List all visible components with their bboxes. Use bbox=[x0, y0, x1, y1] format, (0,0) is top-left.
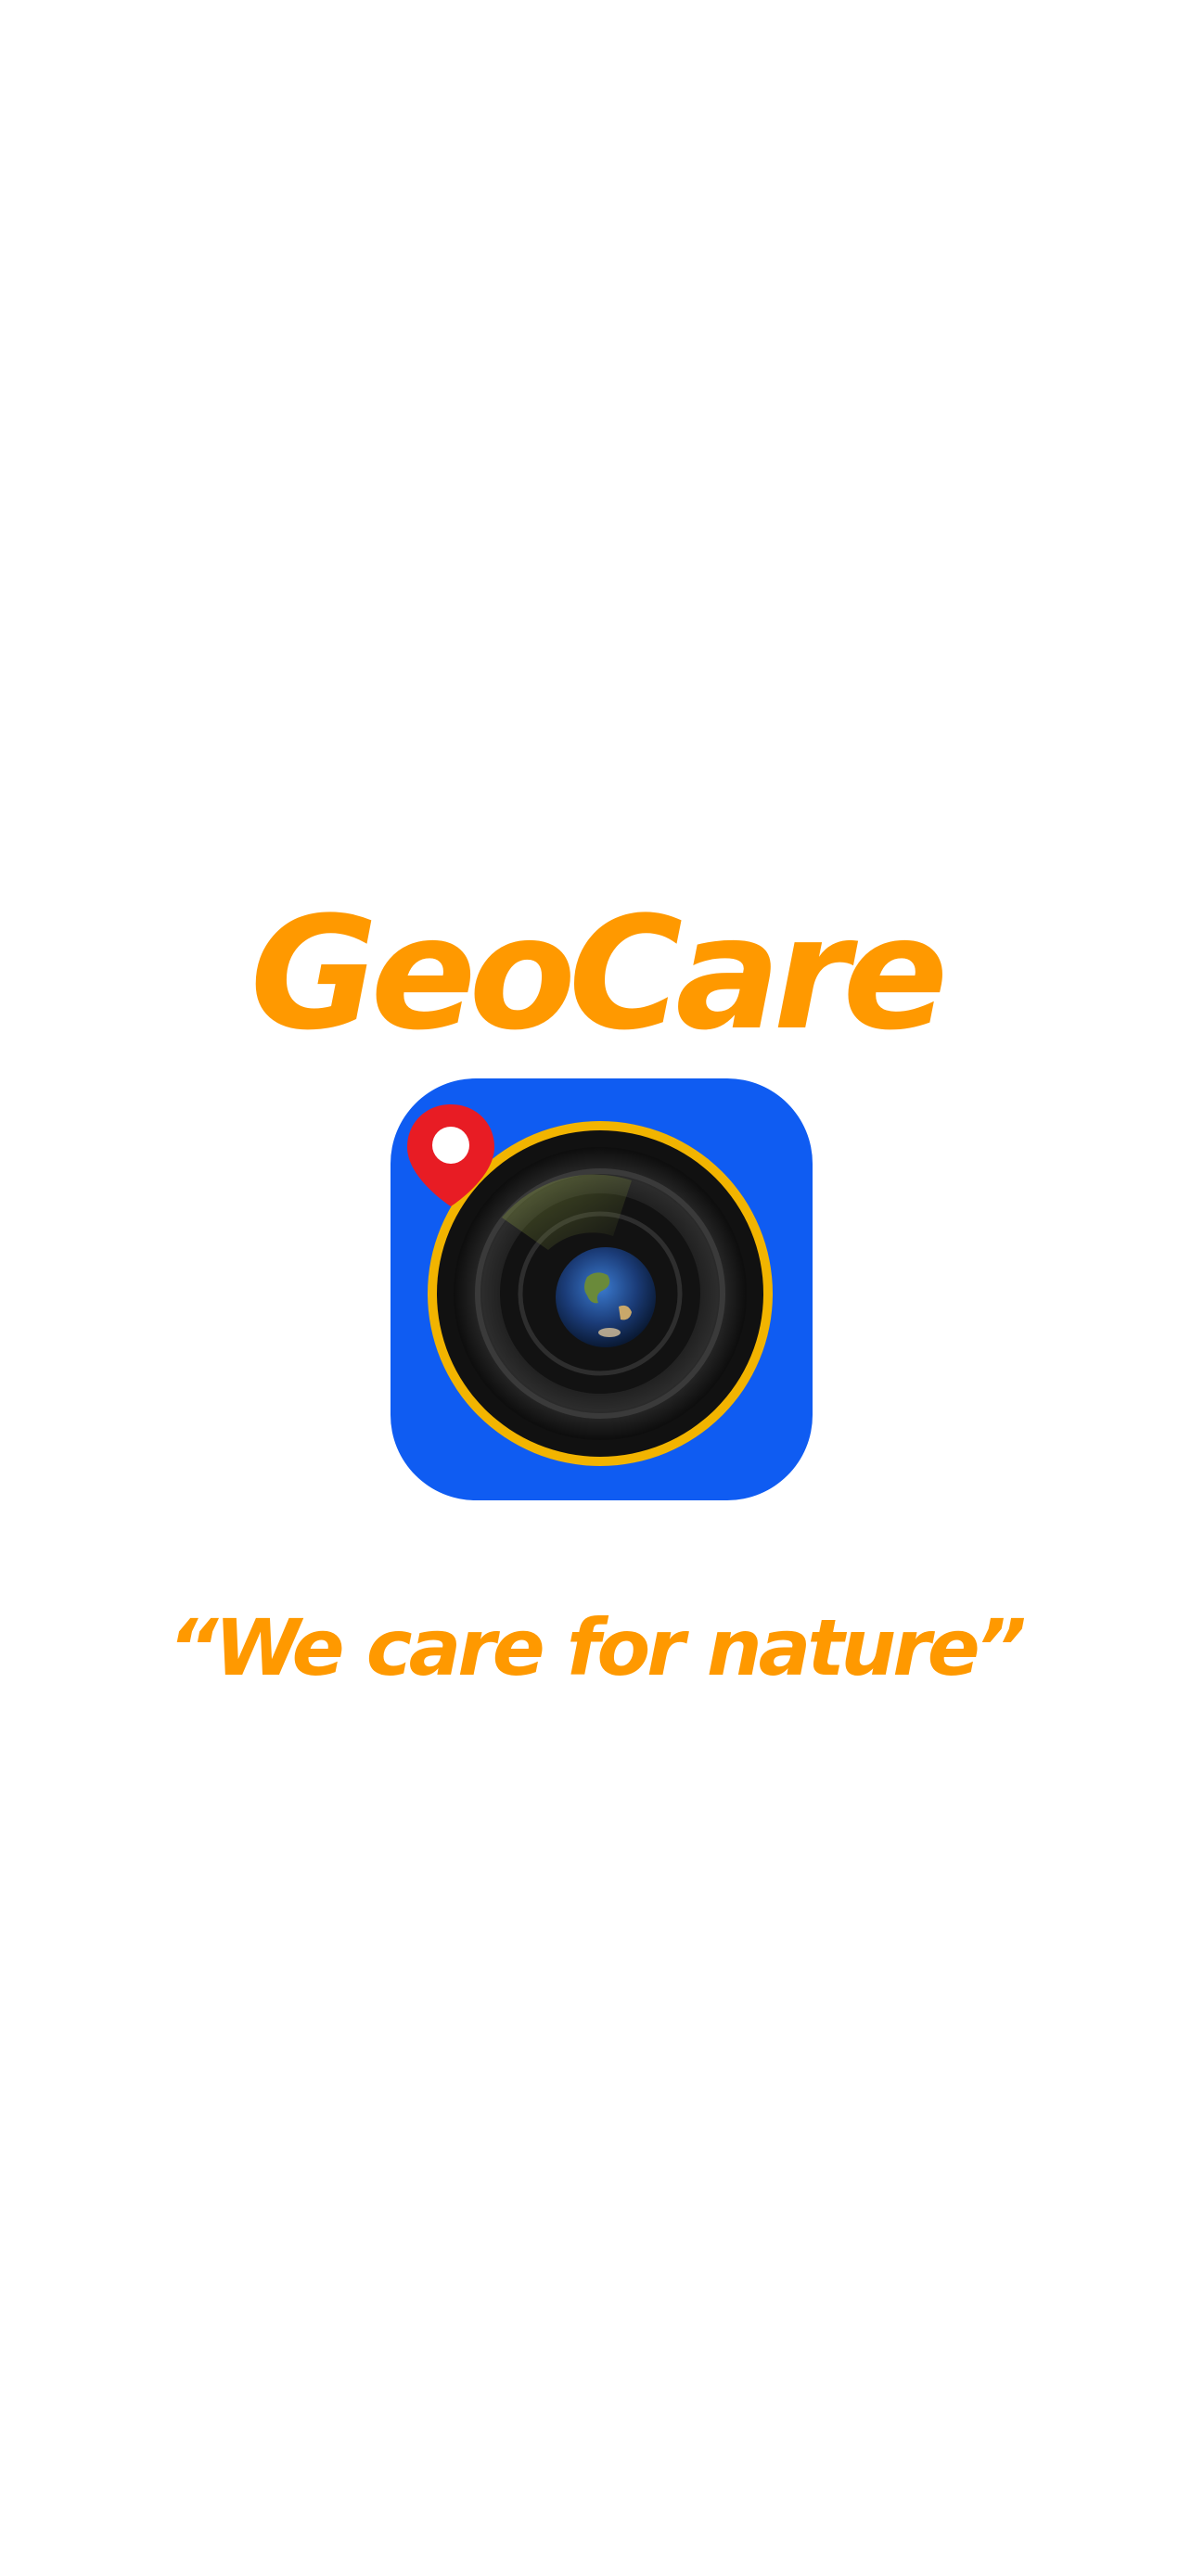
camera-lens-location-pin-icon bbox=[407, 1104, 773, 1466]
app-title: GeoCare bbox=[250, 883, 949, 1065]
tagline: “We care for nature” bbox=[168, 1602, 1027, 1693]
app-logo bbox=[391, 1078, 813, 1500]
